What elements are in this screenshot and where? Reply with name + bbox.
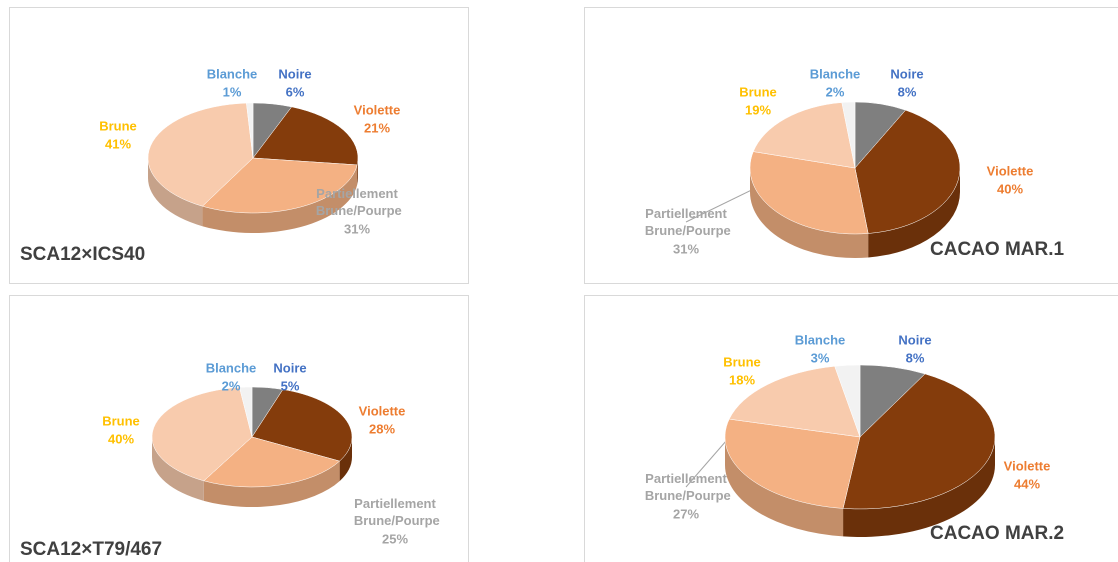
slice (203, 436, 341, 488)
slice-value-label: 8% (906, 350, 925, 365)
panel (9, 7, 469, 284)
slice (749, 151, 869, 235)
slice-label: Blanche (810, 66, 861, 81)
slice (834, 364, 861, 438)
slice-label: Brune (723, 354, 761, 369)
slice-side (725, 437, 844, 537)
slice-value-label: 31% (344, 221, 370, 236)
slice-label: Partiellement Brune/Pourpe (350, 496, 440, 528)
slice-value-label: 21% (364, 120, 390, 135)
slice (201, 157, 358, 214)
slice (854, 109, 961, 234)
slice-value-label: 27% (673, 506, 699, 521)
slice (724, 418, 861, 509)
slice-label: Violette (987, 163, 1034, 178)
slice-value-label: 19% (745, 102, 771, 117)
slice-side (750, 168, 869, 258)
slice-side (202, 164, 358, 233)
slice-label: Blanche (206, 360, 257, 375)
chart-title: SCA12×ICS40 (20, 244, 145, 265)
slice-label: Partiellement Brune/Pourpe (312, 186, 402, 218)
panel (9, 295, 469, 562)
slice (147, 102, 254, 207)
slice-value-label: 44% (1014, 476, 1040, 491)
slice (239, 386, 253, 438)
chart-title: CACAO MAR.1 (930, 239, 1064, 260)
slice-label: Noire (273, 360, 306, 375)
chart-title: SCA12×T79/467 (20, 539, 162, 560)
slice-side (203, 461, 340, 507)
slice-value-label: 31% (673, 241, 699, 256)
slice-side (868, 168, 960, 258)
slice-label: Brune (102, 413, 140, 428)
slice-value-label: 1% (223, 84, 242, 99)
slice-label: Noire (898, 332, 931, 347)
slice-label: Blanche (795, 332, 846, 347)
slice (841, 101, 856, 169)
slice (728, 366, 861, 438)
slice-label: Brune (99, 118, 137, 133)
slice-side (148, 158, 203, 227)
slice-label: Violette (354, 102, 401, 117)
slice (251, 389, 353, 462)
slice-value-label: 6% (286, 84, 305, 99)
slice (151, 387, 253, 482)
panel (584, 7, 1118, 284)
slice-label: Blanche (207, 66, 258, 81)
panel (584, 295, 1118, 562)
slice-value-label: 40% (108, 431, 134, 446)
slice-value-label: 2% (826, 84, 845, 99)
slice-side (843, 437, 995, 537)
slice-value-label: 8% (898, 84, 917, 99)
slice-value-label: 28% (369, 421, 395, 436)
slice-value-label: 25% (382, 531, 408, 546)
slice (246, 102, 254, 159)
slice-value-label: 3% (811, 350, 830, 365)
slice (842, 373, 996, 510)
slice (752, 102, 856, 169)
slice-label: Noire (278, 66, 311, 81)
slice-label: Partiellement Brune/Pourpe (641, 471, 731, 503)
slice-side (152, 437, 204, 501)
slice-value-label: 5% (281, 378, 300, 393)
slice-value-label: 18% (729, 372, 755, 387)
chart-title: CACAO MAR.2 (930, 523, 1064, 544)
slice-side (339, 437, 352, 482)
slice-label: Noire (890, 66, 923, 81)
slice-value-label: 2% (222, 378, 241, 393)
slice-value-label: 41% (105, 136, 131, 151)
slice-label: Partiellement Brune/Pourpe (641, 206, 731, 238)
slice-label: Brune (739, 84, 777, 99)
slice (252, 106, 359, 166)
slice-value-label: 40% (997, 181, 1023, 196)
slice-label: Violette (1004, 458, 1051, 473)
slice-label: Violette (359, 403, 406, 418)
